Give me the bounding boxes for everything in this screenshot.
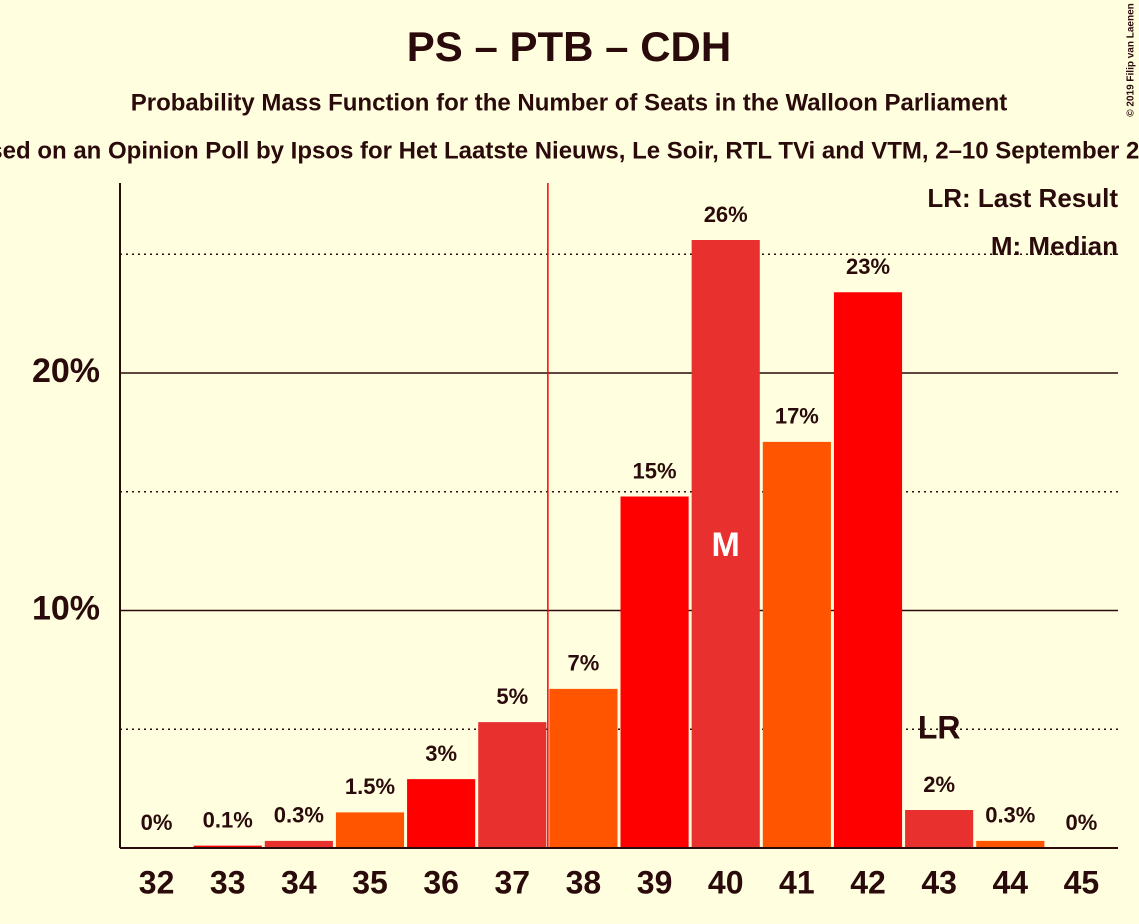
data-label: 0% (1066, 810, 1098, 835)
bar (976, 840, 1045, 848)
data-label: 0.3% (985, 803, 1035, 828)
x-tick-label: 39 (637, 864, 673, 900)
x-tick-label: 34 (281, 864, 317, 900)
x-tick-label: 43 (921, 864, 957, 900)
x-tick-label: 33 (210, 864, 246, 900)
chart-subtitle: Based on an Opinion Poll by Ipsos for He… (0, 137, 1139, 164)
bar (691, 240, 760, 848)
data-label: 15% (633, 458, 677, 483)
legend-text: M: Median (991, 231, 1118, 261)
data-label: 5% (496, 684, 528, 709)
x-tick-label: 44 (992, 864, 1028, 900)
data-label: 2% (923, 772, 955, 797)
x-tick-label: 42 (850, 864, 886, 900)
bar (833, 292, 903, 848)
legend-text: LR: Last Result (927, 183, 1118, 213)
x-tick-label: 38 (566, 864, 602, 900)
median-marker: M (712, 526, 740, 564)
x-tick-label: 36 (423, 864, 459, 900)
bar (620, 496, 689, 848)
bar (478, 722, 547, 848)
y-tick-label: 20% (32, 352, 100, 390)
x-tick-label: 41 (779, 864, 815, 900)
data-label: 1.5% (345, 774, 395, 799)
y-tick-label: 10% (32, 589, 100, 627)
x-tick-label: 40 (708, 864, 744, 900)
bar (549, 688, 618, 848)
x-tick-label: 37 (494, 864, 530, 900)
bar (905, 810, 974, 848)
data-label: 26% (704, 202, 748, 227)
bar (407, 779, 476, 848)
data-label: 3% (425, 741, 457, 766)
last-result-marker: LR (918, 709, 961, 745)
x-tick-label: 45 (1064, 864, 1100, 900)
bar (264, 840, 333, 848)
bar (762, 441, 831, 848)
data-label: 0.1% (203, 807, 253, 832)
chart-title: PS – PTB – CDH (407, 23, 731, 70)
data-label: 7% (568, 651, 600, 676)
x-tick-label: 32 (139, 864, 175, 900)
data-label: 0.3% (274, 803, 324, 828)
bar (335, 812, 405, 848)
copyright: © 2019 Filip van Laenen (1126, 3, 1137, 117)
data-label: 0% (141, 810, 173, 835)
data-label: 23% (846, 254, 890, 279)
data-label: 17% (775, 404, 819, 429)
bar (193, 845, 262, 848)
x-tick-label: 35 (352, 864, 388, 900)
chart-subtitle: Probability Mass Function for the Number… (131, 89, 1008, 116)
